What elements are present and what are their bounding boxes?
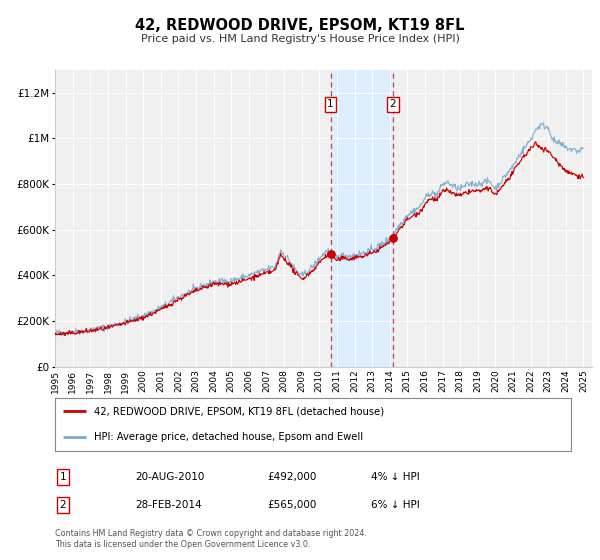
Text: £492,000: £492,000: [267, 472, 316, 482]
Point: [326, 250, 335, 259]
Text: Price paid vs. HM Land Registry's House Price Index (HPI): Price paid vs. HM Land Registry's House …: [140, 34, 460, 44]
Text: 42, REDWOOD DRIVE, EPSOM, KT19 8FL (detached house): 42, REDWOOD DRIVE, EPSOM, KT19 8FL (deta…: [94, 407, 384, 417]
Text: 6% ↓ HPI: 6% ↓ HPI: [371, 500, 419, 510]
Text: This data is licensed under the Open Government Licence v3.0.: This data is licensed under the Open Gov…: [55, 540, 311, 549]
Text: 2: 2: [59, 500, 67, 510]
Text: 42, REDWOOD DRIVE, EPSOM, KT19 8FL: 42, REDWOOD DRIVE, EPSOM, KT19 8FL: [135, 18, 465, 32]
Text: 4% ↓ HPI: 4% ↓ HPI: [371, 472, 419, 482]
Point: [388, 234, 398, 242]
Bar: [331, 70, 393, 367]
Text: 20-AUG-2010: 20-AUG-2010: [135, 472, 205, 482]
Text: Contains HM Land Registry data © Crown copyright and database right 2024.: Contains HM Land Registry data © Crown c…: [55, 529, 367, 538]
Text: 28-FEB-2014: 28-FEB-2014: [135, 500, 202, 510]
Text: 1: 1: [59, 472, 67, 482]
Text: HPI: Average price, detached house, Epsom and Ewell: HPI: Average price, detached house, Epso…: [94, 432, 363, 442]
Text: 1: 1: [327, 99, 334, 109]
Text: £565,000: £565,000: [267, 500, 316, 510]
Text: 2: 2: [389, 99, 396, 109]
